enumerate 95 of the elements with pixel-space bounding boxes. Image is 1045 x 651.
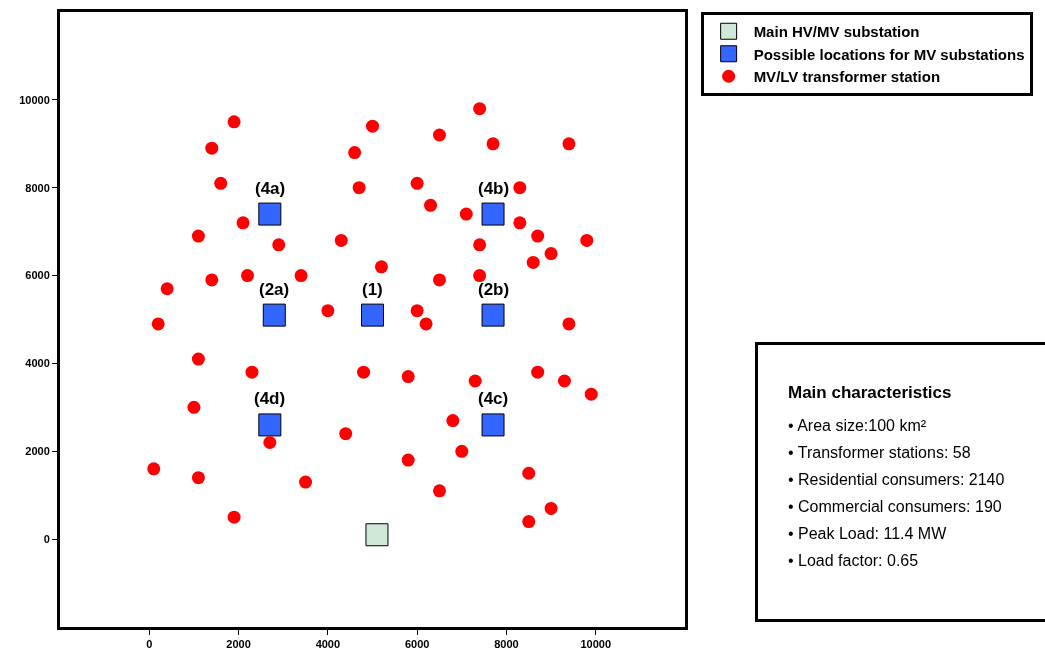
- point: [419, 317, 433, 331]
- point: [455, 444, 469, 458]
- point: [258, 413, 282, 437]
- point: [473, 269, 487, 283]
- point: [486, 137, 500, 151]
- point: [205, 273, 219, 287]
- point: [262, 303, 286, 327]
- point: [446, 414, 460, 428]
- point: [191, 229, 205, 243]
- point: [245, 365, 259, 379]
- point: [151, 317, 165, 331]
- y-tick-label: 8000: [25, 181, 50, 194]
- point: [160, 282, 174, 296]
- point: [366, 119, 379, 133]
- point: [214, 176, 228, 190]
- point: [531, 365, 545, 379]
- point: [241, 269, 254, 283]
- point: [191, 352, 205, 366]
- point: [272, 238, 286, 252]
- x-tick-label: 0: [146, 638, 153, 651]
- x-tick-label: 6000: [404, 638, 430, 651]
- legend-label: Main HV/MV substation: [753, 23, 920, 41]
- point: [481, 303, 505, 327]
- point: [401, 370, 415, 384]
- point: [513, 216, 527, 230]
- point: [410, 304, 424, 318]
- x-tick-label: 2000: [226, 638, 251, 651]
- point: [526, 255, 540, 269]
- point: [205, 141, 219, 155]
- point: [227, 115, 241, 129]
- point: [236, 216, 250, 230]
- text: • Peak Load: 11.4 MW: [788, 525, 948, 543]
- point: [299, 475, 313, 489]
- annotation: (4b): [478, 179, 510, 198]
- annotation: (4c): [478, 389, 509, 408]
- point: [258, 202, 282, 226]
- annotation: (4a): [255, 179, 286, 198]
- point: [432, 273, 446, 287]
- point: [544, 501, 558, 515]
- y-tick-label: 10000: [19, 93, 50, 106]
- point: [473, 238, 487, 252]
- point: [544, 247, 558, 261]
- point: [531, 229, 545, 243]
- point: [424, 198, 438, 212]
- text: • Load factor: 0.65: [788, 552, 920, 570]
- point: [352, 181, 366, 195]
- text: • Transformer stations: 58: [788, 444, 972, 462]
- point: [432, 484, 446, 498]
- text: • Commercial consumers: 190: [788, 498, 1003, 516]
- point: [562, 137, 576, 151]
- point: [481, 413, 505, 437]
- legend-label: MV/LV transformer station: [753, 68, 941, 86]
- y-tick-label: 2000: [25, 445, 50, 458]
- point: [584, 387, 598, 401]
- annotation: (2a): [259, 280, 290, 299]
- point: [187, 400, 201, 414]
- point: [147, 462, 161, 476]
- point: [522, 466, 536, 480]
- point: [481, 202, 505, 226]
- point: [580, 233, 594, 247]
- point: [473, 102, 487, 116]
- y-tick-label: 6000: [25, 269, 50, 282]
- x-tick-label: 8000: [494, 638, 519, 651]
- point: [432, 128, 446, 142]
- x-tick-label: 10000: [580, 638, 612, 651]
- point: [365, 523, 389, 547]
- point: [468, 374, 482, 388]
- point: [263, 436, 277, 449]
- point: [294, 269, 308, 283]
- point: [410, 176, 424, 190]
- legend-label: Possible locations for MV substations: [753, 45, 1025, 63]
- point: [357, 365, 371, 379]
- y-tick-label: 4000: [25, 357, 50, 370]
- point: [321, 304, 335, 318]
- point: [191, 471, 205, 485]
- point: [459, 207, 473, 221]
- annotation: (1): [362, 280, 383, 299]
- text: Main characteristics: [788, 383, 953, 403]
- x-tick-label: 4000: [315, 638, 341, 651]
- point: [557, 374, 571, 388]
- point: [401, 453, 415, 467]
- point: [334, 233, 348, 247]
- point: [374, 260, 388, 274]
- point: [562, 317, 576, 331]
- point: [522, 515, 536, 529]
- annotation: (4d): [254, 389, 286, 408]
- annotation: (2b): [478, 280, 510, 299]
- text: • Area size:100 km²: [788, 417, 928, 435]
- point: [361, 303, 384, 327]
- point: [348, 146, 362, 160]
- point: [227, 510, 241, 524]
- text: • Residential consumers: 2140: [788, 471, 1006, 489]
- point: [513, 181, 527, 195]
- y-tick-label: 0: [43, 532, 50, 545]
- point: [339, 427, 353, 441]
